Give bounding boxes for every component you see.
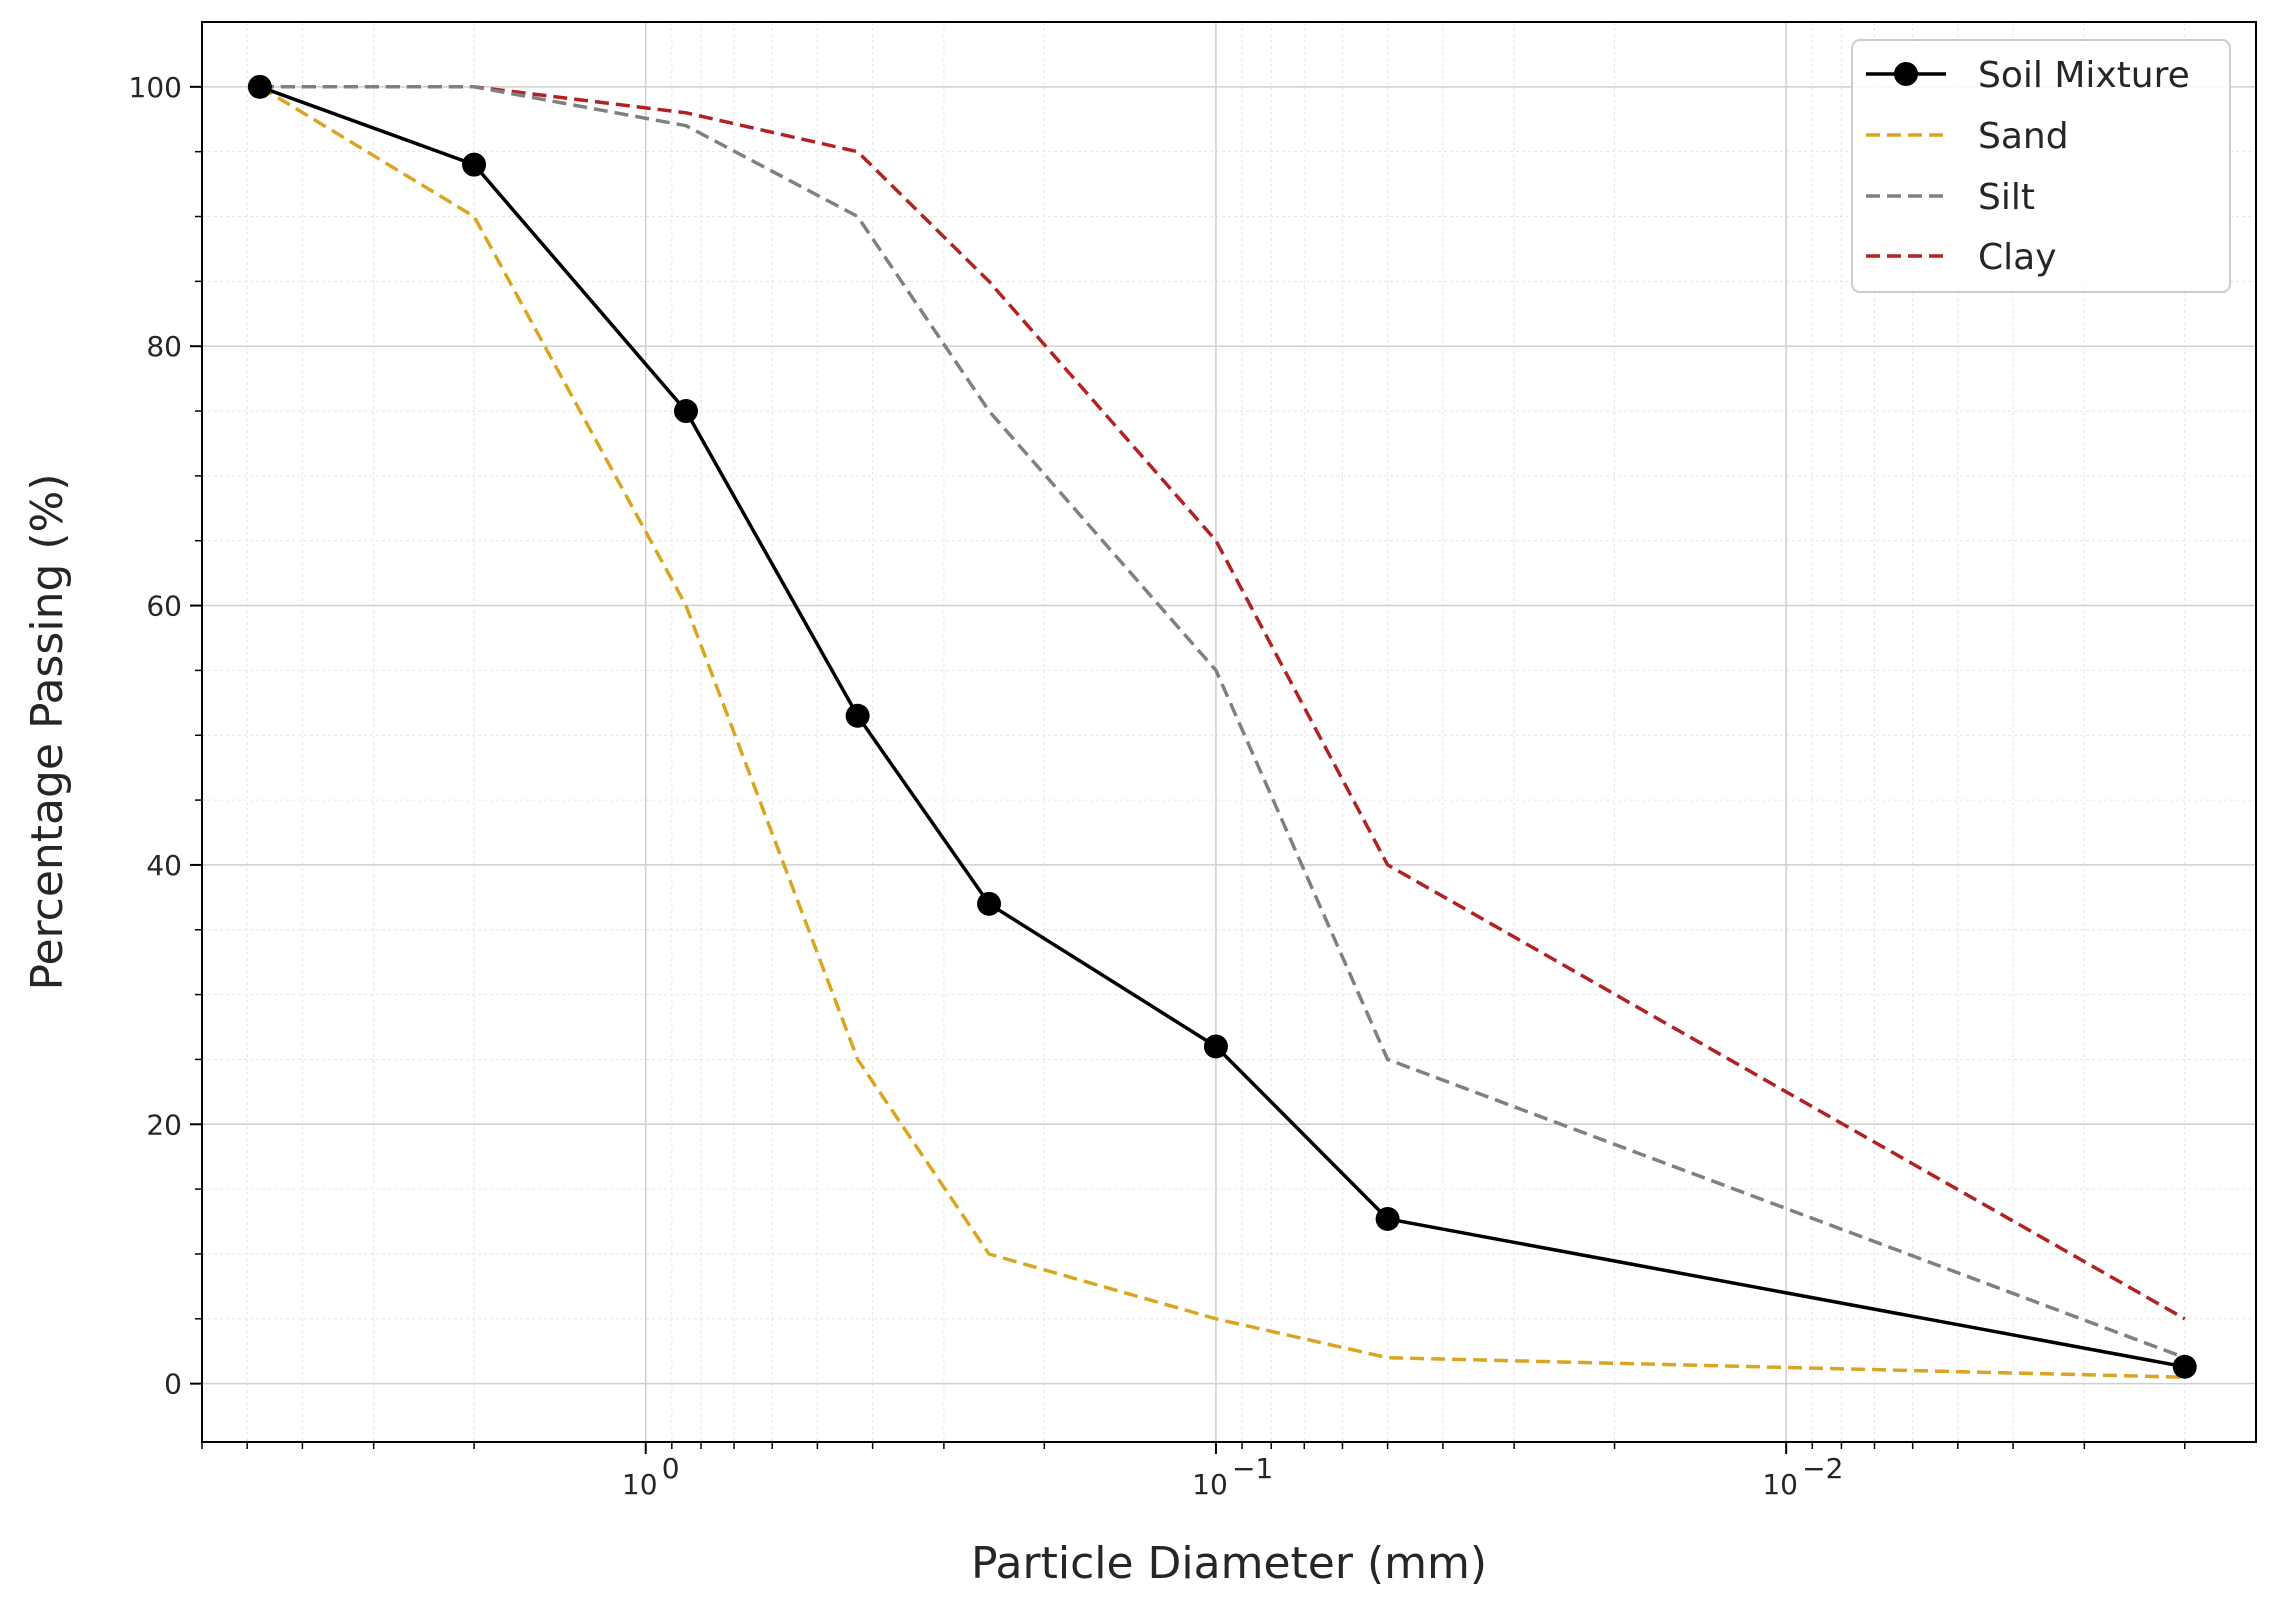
y-axis-label: Percentage Passing (%) bbox=[22, 473, 73, 990]
y-tick-label: 60 bbox=[146, 590, 182, 623]
series-line-sand bbox=[258, 85, 2185, 1379]
data-point-soil-mixture bbox=[462, 152, 487, 177]
data-point-soil-mixture bbox=[1375, 1206, 1400, 1231]
legend-label-soil-mixture: Soil Mixture bbox=[1978, 55, 2190, 96]
legend-marker-soil-mixture bbox=[1894, 62, 1918, 86]
y-tick-label: 80 bbox=[146, 330, 182, 363]
x-tick-label-exponent: 0 bbox=[662, 1452, 680, 1485]
y-tick-label: 0 bbox=[164, 1368, 182, 1401]
data-point-soil-mixture bbox=[247, 74, 272, 99]
plot-frame bbox=[201, 21, 2257, 1443]
legend-box bbox=[1851, 39, 2231, 293]
x-axis-label: Particle Diameter (mm) bbox=[971, 1538, 1487, 1589]
series-line-clay bbox=[259, 85, 2186, 1321]
y-tick-label: 20 bbox=[146, 1108, 182, 1141]
x-tick-label-exponent: −1 bbox=[1232, 1452, 1273, 1485]
y-tick-label: 100 bbox=[129, 71, 182, 104]
legend-label-clay: Clay bbox=[1978, 237, 2057, 278]
data-point-soil-mixture bbox=[977, 891, 1002, 916]
data-point-soil-mixture bbox=[673, 399, 698, 424]
y-tick-label: 40 bbox=[146, 849, 182, 882]
legend-label-sand: Sand bbox=[1978, 116, 2069, 157]
x-tick-label: 10 bbox=[1762, 1468, 1798, 1501]
series-line-silt bbox=[259, 85, 2186, 1360]
x-tick-label: 10 bbox=[1192, 1468, 1228, 1501]
legend: Soil Mixture Sand Silt Clay bbox=[1851, 39, 2231, 293]
ticks-layer bbox=[190, 85, 2186, 1454]
major-grid bbox=[202, 22, 2256, 1442]
x-tick-label: 10 bbox=[622, 1468, 658, 1501]
data-point-soil-mixture bbox=[1203, 1034, 1228, 1059]
data-point-soil-mixture bbox=[845, 703, 870, 728]
series-line-soil-mixture bbox=[259, 85, 2186, 1369]
legend-label-silt: Silt bbox=[1978, 177, 2035, 218]
x-tick-label-exponent: −2 bbox=[1802, 1452, 1843, 1485]
series-layer bbox=[247, 74, 2197, 1379]
data-point-soil-mixture bbox=[2172, 1354, 2197, 1379]
